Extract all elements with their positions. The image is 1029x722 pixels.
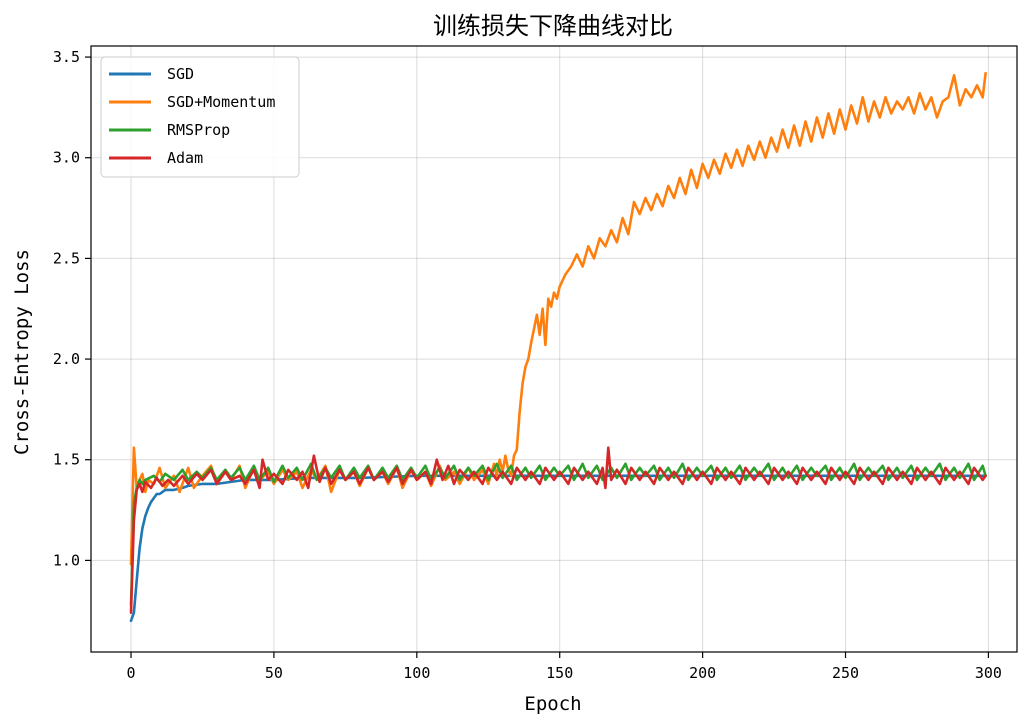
plot-frame: [90, 45, 1018, 653]
y-axis-label: Cross-Entropy Loss: [11, 249, 33, 455]
y-tick-label: 1.5: [53, 451, 80, 469]
x-tick-label: 250: [832, 664, 859, 682]
legend-label-sgd: SGD: [167, 65, 194, 83]
x-tick-label: 50: [265, 664, 283, 682]
series-line-adam: [129, 446, 987, 614]
legend-label-rmsprop: RMSProp: [167, 121, 230, 139]
x-tick-label: 100: [403, 664, 430, 682]
y-tick-label: 3.5: [53, 48, 80, 66]
legend-label-sgd-momentum: SGD+Momentum: [167, 93, 275, 111]
y-tick-label: 2.0: [53, 350, 80, 368]
tick-layer: 0 50 100 150 200 250 300 1.0 1.5 2.0 2.5 3.0 3.5: [53, 48, 1002, 682]
legend-box: [100, 56, 300, 178]
legend-label-adam: Adam: [167, 149, 203, 167]
y-tick-label: 3.0: [53, 149, 80, 167]
y-tick-label: 1.0: [53, 551, 80, 569]
y-tick-label: 2.5: [53, 249, 80, 267]
x-tick-label: 150: [546, 664, 573, 682]
series-line-sgd: [129, 474, 987, 623]
x-axis-label: Epoch: [524, 693, 581, 715]
x-tick-label: 300: [975, 664, 1002, 682]
x-tick-label: 200: [689, 664, 716, 682]
x-tick-label: 0: [126, 664, 135, 682]
legend: SGD SGD+Momentum RMSProp Adam: [100, 56, 300, 178]
series-layer: [129, 71, 987, 623]
chart-title: 训练损失下降曲线对比: [433, 12, 673, 40]
